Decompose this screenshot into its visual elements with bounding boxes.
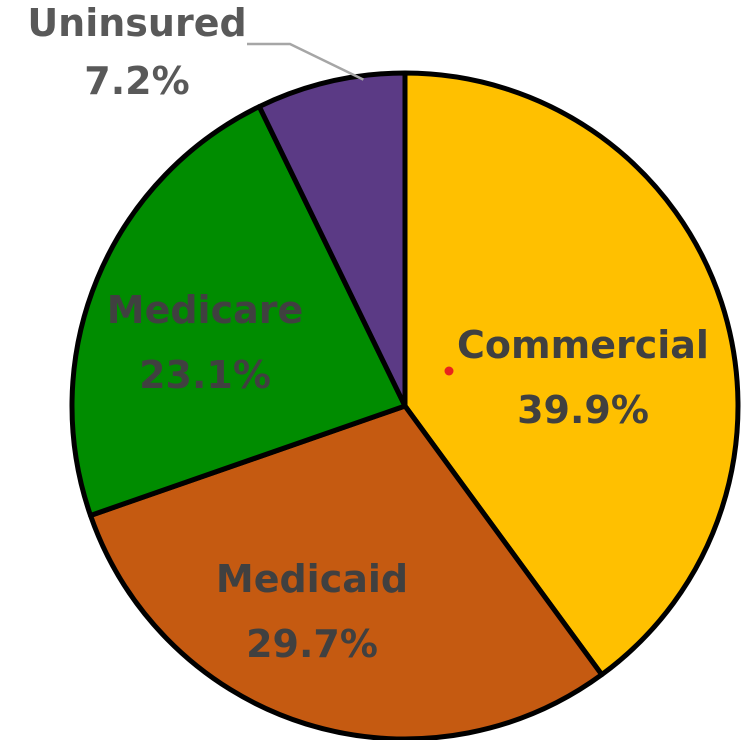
leader-lines [247, 42, 364, 81]
slice-name-medicare: Medicare [107, 288, 304, 332]
slice-commercial [402, 70, 741, 678]
slice-value-commercial: 39.9% [517, 388, 649, 432]
slice-value-medicare: 23.1% [139, 353, 271, 397]
pie-slices [69, 70, 741, 740]
slice-label-uninsured: Uninsured 7.2% [27, 1, 246, 103]
leader-line-uninsured [247, 42, 364, 81]
red-dot-marker [444, 366, 454, 376]
slice-name-commercial: Commercial [457, 323, 709, 367]
slice-label-commercial: Commercial 39.9% [457, 323, 709, 432]
slice-value-uninsured: 7.2% [84, 59, 189, 103]
slice-uninsured [256, 70, 408, 409]
slice-medicare [69, 104, 408, 518]
slice-medicaid [88, 403, 605, 740]
slice-label-medicaid: Medicaid 29.7% [216, 557, 408, 666]
slice-value-medicaid: 29.7% [246, 622, 378, 666]
slice-label-medicare: Medicare 23.1% [107, 288, 304, 397]
slice-labels: Commercial 39.9% Medicaid 29.7% Medicare 23.1… [27, 1, 709, 666]
slice-name-medicaid: Medicaid [216, 557, 408, 601]
slice-name-uninsured: Uninsured [27, 1, 246, 45]
